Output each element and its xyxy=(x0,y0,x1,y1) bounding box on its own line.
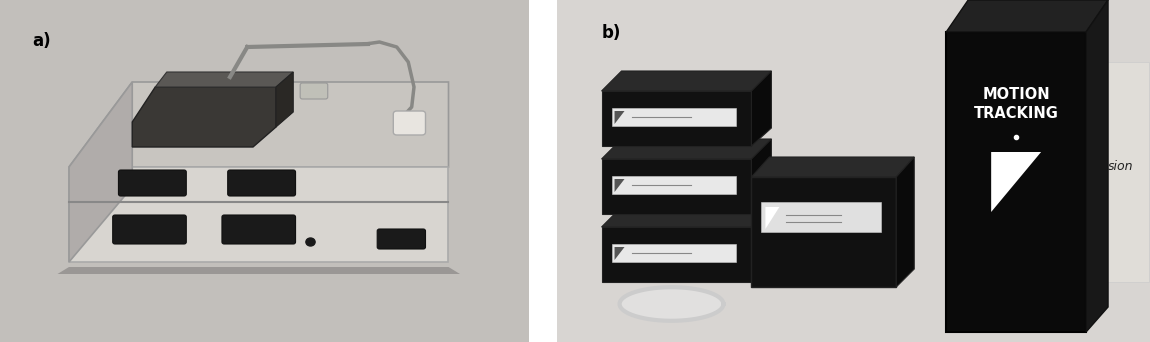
Polygon shape xyxy=(991,152,1041,212)
FancyBboxPatch shape xyxy=(118,170,186,196)
Polygon shape xyxy=(69,82,448,167)
Polygon shape xyxy=(620,287,723,321)
Polygon shape xyxy=(58,267,460,274)
Text: a): a) xyxy=(32,32,51,50)
Polygon shape xyxy=(751,207,772,282)
Polygon shape xyxy=(601,71,772,91)
Bar xyxy=(612,176,736,194)
Circle shape xyxy=(306,238,315,246)
Polygon shape xyxy=(155,72,293,87)
Polygon shape xyxy=(69,167,448,262)
Polygon shape xyxy=(614,247,624,260)
Polygon shape xyxy=(601,227,751,282)
Polygon shape xyxy=(751,177,896,287)
Polygon shape xyxy=(751,71,772,146)
Polygon shape xyxy=(601,91,751,146)
FancyBboxPatch shape xyxy=(377,229,425,249)
Polygon shape xyxy=(614,179,624,192)
FancyBboxPatch shape xyxy=(300,83,328,99)
Text: sion: sion xyxy=(1109,160,1134,173)
Bar xyxy=(761,202,881,232)
FancyBboxPatch shape xyxy=(228,170,296,196)
Polygon shape xyxy=(896,157,914,287)
Polygon shape xyxy=(601,139,772,159)
Bar xyxy=(612,108,736,126)
Polygon shape xyxy=(1086,0,1109,332)
Polygon shape xyxy=(276,72,293,127)
Polygon shape xyxy=(946,32,1086,332)
Polygon shape xyxy=(601,207,772,227)
Bar xyxy=(1091,62,1149,282)
Polygon shape xyxy=(601,159,751,214)
Polygon shape xyxy=(766,207,780,229)
FancyBboxPatch shape xyxy=(222,215,296,244)
Polygon shape xyxy=(69,82,132,262)
Polygon shape xyxy=(132,87,276,147)
Polygon shape xyxy=(614,111,624,124)
Polygon shape xyxy=(946,0,1109,32)
FancyBboxPatch shape xyxy=(113,215,186,244)
Bar xyxy=(612,244,736,262)
Polygon shape xyxy=(751,139,772,214)
Polygon shape xyxy=(751,157,914,177)
Text: MOTION
TRACKING: MOTION TRACKING xyxy=(974,87,1058,121)
FancyBboxPatch shape xyxy=(393,111,426,135)
Text: b): b) xyxy=(601,24,621,42)
